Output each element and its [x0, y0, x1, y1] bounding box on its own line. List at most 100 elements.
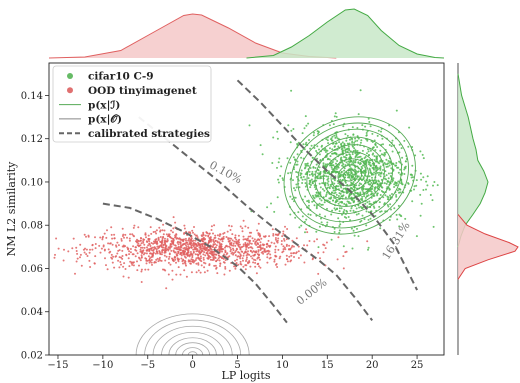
cifar-point	[357, 175, 360, 178]
ood-point	[234, 244, 237, 247]
ood-point	[185, 246, 188, 248]
cifar-point	[407, 145, 410, 148]
cifar-point	[400, 147, 403, 150]
ood-point	[250, 242, 253, 245]
ood-point	[164, 259, 167, 262]
ood-point	[171, 231, 174, 234]
ood-point	[209, 247, 212, 250]
ood-point	[249, 242, 251, 245]
ood-point	[282, 250, 285, 253]
ood-point	[207, 255, 210, 258]
cifar-point	[365, 210, 368, 213]
cifar-point	[340, 174, 343, 176]
cifar-point	[378, 205, 381, 208]
cifar-point	[319, 191, 322, 194]
ood-point	[319, 257, 321, 260]
cifar-point	[373, 194, 376, 197]
cifar-point	[314, 194, 317, 197]
cifar-point	[364, 167, 367, 170]
ood-point	[159, 240, 162, 243]
ood-point	[181, 244, 184, 247]
ood-point	[167, 257, 170, 260]
cifar-point	[348, 147, 350, 150]
ood-point	[131, 263, 134, 266]
cifar-point	[309, 167, 312, 169]
ood-point	[297, 250, 300, 253]
cifar-point	[352, 145, 354, 148]
cifar-point	[320, 221, 323, 224]
cifar-point	[304, 178, 307, 181]
x-tick-label: 25	[411, 360, 424, 371]
strategy-label-1: 16.31%	[380, 219, 413, 261]
ood-point	[250, 255, 252, 258]
ood-point	[83, 251, 86, 254]
cifar-point	[316, 145, 319, 148]
cifar-point	[364, 196, 367, 199]
ood-point	[228, 224, 231, 227]
cifar-point	[301, 178, 304, 181]
ood-point	[140, 242, 143, 245]
ood-point	[291, 244, 294, 247]
ood-point	[232, 253, 235, 256]
cifar-point	[433, 181, 436, 183]
cifar-point	[343, 209, 346, 211]
ood-point	[184, 259, 186, 262]
ood-point	[196, 236, 199, 239]
ood-point	[187, 231, 190, 234]
y-axis-ticks: 0.02 0.04 0.06 0.08 0.10 0.12 0.14	[21, 91, 49, 362]
ood-point	[171, 269, 174, 272]
ood-point	[317, 272, 320, 275]
top-marginal-fill-0	[49, 14, 337, 58]
ood-point	[235, 240, 238, 243]
ood-point	[253, 238, 256, 241]
ood-point	[132, 245, 135, 248]
ood-point	[241, 230, 244, 233]
ood-point	[94, 255, 97, 258]
strategy-line-0	[138, 116, 373, 322]
cifar-point	[341, 201, 344, 204]
ood-point	[282, 248, 285, 251]
ood-point	[219, 244, 222, 247]
ood-point	[147, 244, 150, 247]
cifar-point	[320, 203, 323, 206]
ood-point	[197, 242, 200, 245]
cifar-point	[331, 209, 334, 212]
ood-point	[164, 237, 166, 240]
cifar-point	[374, 186, 377, 189]
cifar-point	[338, 229, 341, 232]
cifar-point	[280, 165, 283, 168]
cifar-point	[356, 192, 359, 195]
ood-point	[245, 258, 248, 261]
ood-contour-7	[187, 351, 198, 355]
ood-point	[228, 239, 231, 242]
ood-point	[152, 231, 155, 233]
cifar-point	[321, 175, 324, 178]
cifar-contour-3	[306, 136, 394, 215]
cifar-point	[332, 177, 335, 180]
y-tick-label: 0.02	[21, 351, 43, 362]
ood-point	[106, 229, 108, 232]
cifar-point	[333, 207, 336, 210]
cifar-point	[326, 221, 329, 224]
ood-point	[222, 257, 225, 260]
cifar-point	[371, 176, 373, 179]
cifar-point	[347, 145, 350, 148]
cifar-point	[308, 201, 310, 204]
ood-point	[229, 246, 232, 249]
cifar-point	[311, 170, 314, 173]
cifar-point	[431, 199, 434, 202]
ood-point	[252, 250, 255, 253]
ood-point	[89, 266, 92, 268]
cifar-point	[342, 245, 345, 248]
cifar-point	[339, 223, 342, 226]
ood-point	[209, 258, 212, 261]
ood-point	[185, 241, 188, 244]
ood-point	[237, 234, 240, 237]
ood-point	[165, 247, 168, 250]
ood-point	[194, 239, 197, 242]
ood-point	[80, 264, 83, 267]
cifar-point	[333, 182, 336, 185]
ood-point	[185, 264, 187, 267]
ood-point	[177, 258, 179, 261]
cifar-point	[415, 179, 418, 182]
